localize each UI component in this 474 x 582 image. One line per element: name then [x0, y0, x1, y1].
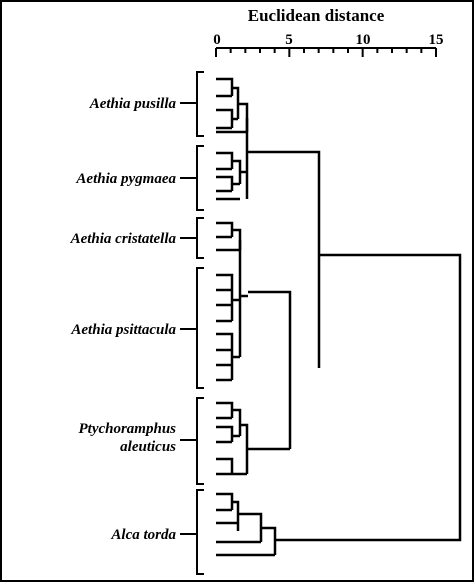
- cluster-alca-torda: [216, 492, 277, 557]
- cluster-aethia-pusilla: [216, 77, 249, 134]
- label-pointers: [180, 102, 196, 535]
- bracket-aethia-cristatella: [196, 217, 204, 259]
- bracket-aethia-pusilla: [196, 71, 204, 137]
- species-label-ptychoramphus: Ptychoramphus: [78, 421, 176, 437]
- species-label-alca-torda: Alca torda: [110, 527, 176, 543]
- tick-label-15: 15: [429, 32, 444, 48]
- join-aethia-ptychoramphus: [247, 150, 321, 451]
- axis-title: Euclidean distance: [248, 6, 385, 25]
- cluster-ptychoramphus-aleuticus: [216, 401, 249, 476]
- species-label-aethia-cristatella: Aethia cristatella: [70, 231, 177, 247]
- bracket-ptychoramphus-aleuticus: [196, 397, 204, 485]
- join-root: [275, 253, 462, 542]
- bracket-aethia-pygmaea: [196, 145, 204, 211]
- tick-label-5: 5: [285, 32, 293, 48]
- species-label-aethia-pygmaea: Aethia pygmaea: [75, 171, 176, 187]
- species-label-aleuticus: aleuticus: [120, 439, 176, 455]
- species-label-aethia-pusilla: Aethia pusilla: [89, 96, 177, 112]
- bracket-aethia-psittacula: [196, 267, 204, 389]
- cluster-aethia-psittacula: [216, 240, 248, 382]
- dendrogram-tree: [216, 77, 462, 557]
- tick-label-10: 10: [356, 32, 371, 48]
- group-brackets: [196, 71, 204, 575]
- species-label-aethia-psittacula: Aethia psittacula: [70, 322, 176, 338]
- distance-axis-ticks: [215, 48, 437, 57]
- cluster-aethia-cristatella: [216, 221, 242, 252]
- bracket-alca-torda: [196, 489, 204, 575]
- tick-label-0: 0: [213, 32, 221, 48]
